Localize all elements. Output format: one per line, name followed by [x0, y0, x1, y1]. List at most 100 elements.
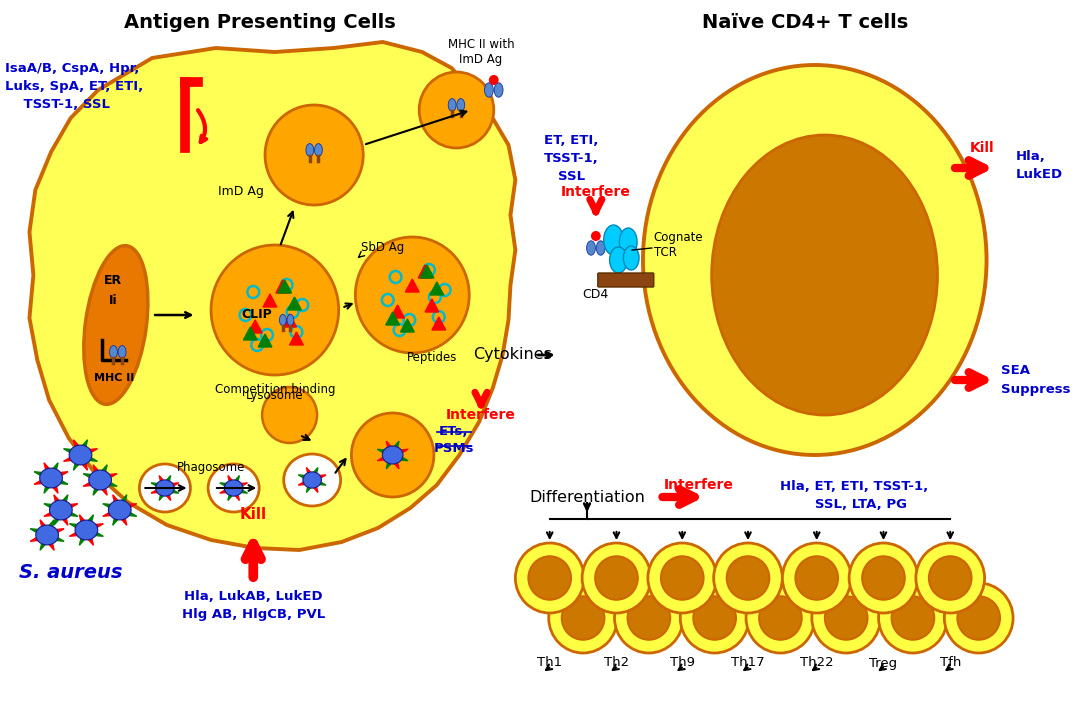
Polygon shape — [44, 485, 50, 493]
Circle shape — [916, 543, 984, 613]
Ellipse shape — [494, 83, 503, 97]
Ellipse shape — [89, 470, 112, 490]
Polygon shape — [82, 440, 88, 448]
Circle shape — [595, 557, 637, 600]
Polygon shape — [278, 280, 292, 293]
Polygon shape — [127, 504, 137, 508]
Circle shape — [746, 583, 815, 653]
Ellipse shape — [40, 468, 63, 488]
Polygon shape — [54, 518, 60, 525]
Circle shape — [862, 557, 905, 600]
Polygon shape — [34, 472, 43, 477]
Text: MHC II: MHC II — [93, 373, 134, 383]
Text: SEA
Suppress: SEA Suppress — [1002, 365, 1071, 396]
Ellipse shape — [456, 99, 465, 112]
Ellipse shape — [287, 314, 294, 326]
Text: Cognate
TCR: Cognate TCR — [654, 231, 704, 259]
Ellipse shape — [224, 480, 243, 496]
Polygon shape — [240, 490, 247, 493]
Polygon shape — [151, 490, 159, 493]
Polygon shape — [102, 465, 107, 472]
Text: Tfh: Tfh — [940, 657, 960, 670]
Circle shape — [515, 543, 584, 613]
Text: Antigen Presenting Cells: Antigen Presenting Cells — [125, 12, 396, 32]
Polygon shape — [74, 463, 79, 470]
Polygon shape — [34, 479, 43, 485]
Ellipse shape — [302, 472, 322, 488]
Circle shape — [562, 596, 605, 640]
Polygon shape — [83, 482, 93, 486]
Polygon shape — [399, 449, 408, 454]
Circle shape — [759, 596, 802, 640]
Text: MHC II with
ImD Ag: MHC II with ImD Ag — [448, 38, 514, 66]
Polygon shape — [121, 518, 127, 525]
Text: Ii: Ii — [108, 293, 117, 306]
Text: Phagosome: Phagosome — [177, 461, 245, 474]
Ellipse shape — [314, 143, 322, 156]
Circle shape — [957, 596, 1001, 640]
Polygon shape — [82, 463, 88, 470]
Text: Hla, LukAB, LukED
Hlg AB, HlgCB, PVL: Hla, LukAB, LukED Hlg AB, HlgCB, PVL — [182, 590, 325, 621]
Circle shape — [929, 557, 971, 600]
Text: Competition binding: Competition binding — [215, 384, 335, 397]
Circle shape — [489, 75, 499, 85]
Polygon shape — [64, 448, 73, 454]
Polygon shape — [69, 523, 79, 528]
Circle shape — [783, 543, 851, 613]
Circle shape — [356, 237, 469, 353]
Text: Th2: Th2 — [604, 657, 629, 670]
Ellipse shape — [604, 225, 623, 255]
Polygon shape — [390, 305, 404, 318]
Text: CD4: CD4 — [583, 288, 609, 301]
Ellipse shape — [280, 314, 286, 326]
Text: Interfere: Interfere — [447, 408, 516, 422]
Circle shape — [726, 557, 770, 600]
Ellipse shape — [609, 247, 628, 273]
Polygon shape — [166, 494, 170, 500]
Ellipse shape — [140, 464, 191, 512]
Polygon shape — [240, 483, 247, 487]
Ellipse shape — [448, 99, 456, 112]
Circle shape — [849, 543, 918, 613]
Polygon shape — [313, 486, 318, 492]
Ellipse shape — [383, 446, 403, 464]
Polygon shape — [283, 314, 296, 327]
Ellipse shape — [118, 345, 126, 358]
Polygon shape — [166, 476, 170, 482]
Circle shape — [628, 596, 670, 640]
Text: CLIP: CLIP — [242, 309, 272, 322]
Polygon shape — [44, 463, 50, 470]
Polygon shape — [30, 528, 40, 534]
Circle shape — [825, 596, 867, 640]
Circle shape — [681, 583, 749, 653]
Polygon shape — [54, 495, 60, 503]
Text: Naïve CD4+ T cells: Naïve CD4+ T cells — [701, 12, 908, 32]
Polygon shape — [107, 482, 117, 486]
Ellipse shape — [36, 525, 59, 545]
Polygon shape — [53, 485, 59, 493]
Circle shape — [211, 245, 338, 375]
Ellipse shape — [712, 135, 938, 415]
Ellipse shape — [623, 246, 640, 270]
Polygon shape — [235, 494, 240, 500]
Polygon shape — [386, 441, 391, 448]
Polygon shape — [421, 265, 434, 278]
Circle shape — [528, 557, 571, 600]
Polygon shape — [59, 472, 68, 477]
Polygon shape — [151, 483, 159, 487]
Circle shape — [420, 72, 494, 148]
Text: S. aureus: S. aureus — [18, 562, 122, 582]
Circle shape — [582, 543, 650, 613]
Ellipse shape — [75, 520, 98, 540]
Ellipse shape — [50, 500, 73, 520]
Polygon shape — [59, 479, 68, 485]
Polygon shape — [88, 456, 98, 461]
FancyBboxPatch shape — [597, 273, 654, 287]
Polygon shape — [63, 518, 68, 525]
Polygon shape — [113, 518, 118, 525]
Polygon shape — [395, 441, 399, 448]
Polygon shape — [263, 294, 276, 307]
Circle shape — [713, 543, 783, 613]
Circle shape — [351, 413, 434, 497]
Polygon shape — [377, 449, 386, 454]
